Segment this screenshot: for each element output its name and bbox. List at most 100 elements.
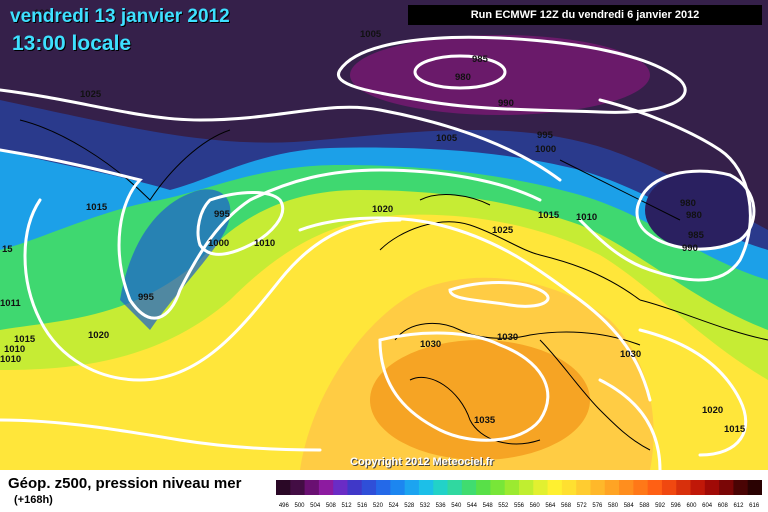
colorbar-swatch bbox=[633, 480, 649, 495]
forecast-time: 13:00 locale bbox=[12, 32, 132, 55]
colorbar-label: 608 bbox=[718, 503, 729, 509]
colorbar-label: 576 bbox=[592, 503, 603, 509]
colorbar-label: 564 bbox=[545, 503, 556, 509]
pressure-label: 15 bbox=[2, 244, 13, 255]
field-purple-low-north bbox=[350, 35, 650, 115]
colorbar-label: 600 bbox=[686, 503, 697, 509]
colorbar-label: 580 bbox=[608, 503, 619, 509]
colorbar-label: 496 bbox=[279, 503, 290, 509]
colorbar-swatch bbox=[676, 480, 692, 495]
colorbar-label: 612 bbox=[733, 503, 744, 509]
colorbar-swatch bbox=[661, 480, 677, 495]
pressure-label: 1020 bbox=[88, 330, 109, 341]
colorbar-swatch bbox=[690, 480, 706, 495]
colorbar-swatch bbox=[547, 480, 563, 495]
pressure-label: 1035 bbox=[474, 415, 496, 426]
colorbar: 496 500 504 508 512 516 520 524 528 532 536 540 544 5… bbox=[276, 480, 762, 509]
colorbar-swatch bbox=[418, 480, 434, 495]
colorbar-label: 552 bbox=[498, 503, 509, 509]
colorbar-swatch bbox=[476, 480, 491, 495]
colorbar-swatch bbox=[276, 480, 291, 495]
colorbar-label: 500 bbox=[295, 503, 306, 509]
colorbar-swatch bbox=[504, 480, 520, 495]
pressure-label: 980 bbox=[686, 210, 702, 221]
colorbar-swatch bbox=[519, 480, 534, 495]
colorbar-label: 556 bbox=[514, 503, 525, 509]
pressure-label: 995 bbox=[537, 130, 554, 141]
pressure-label: 1025 bbox=[492, 225, 514, 236]
colorbar-swatch bbox=[490, 480, 506, 495]
isobars bbox=[0, 35, 756, 470]
pressure-label: 1010 bbox=[254, 238, 275, 249]
pressure-label: 990 bbox=[682, 243, 698, 254]
colorbar-swatch bbox=[318, 480, 334, 495]
forecast-date: vendredi 13 janvier 2012 bbox=[10, 6, 230, 27]
colorbar-label: 528 bbox=[404, 503, 415, 509]
colorbar-swatch bbox=[704, 480, 720, 495]
pressure-label: 1025 bbox=[80, 89, 102, 100]
pressure-label: 990 bbox=[498, 98, 514, 109]
pressure-label: 1000 bbox=[208, 238, 229, 249]
colorbar-swatch bbox=[561, 480, 577, 495]
pressure-label: 102 bbox=[34, 8, 50, 19]
colorbar-label: 616 bbox=[749, 503, 760, 509]
pressure-label: 1015 bbox=[14, 334, 36, 345]
pressure-label: 980 bbox=[455, 72, 471, 83]
pressure-label: 1005 bbox=[360, 29, 382, 40]
colorbar-label: 520 bbox=[373, 503, 384, 509]
colorbar-swatch bbox=[376, 480, 391, 495]
field-title: Géop. z500, pression niveau mer bbox=[8, 475, 242, 492]
colorbar-swatch bbox=[347, 480, 363, 495]
pressure-label: 1011 bbox=[0, 298, 21, 309]
colorbar-swatch bbox=[733, 480, 749, 495]
colorbar-swatch bbox=[590, 480, 606, 495]
pressure-label: 995 bbox=[138, 292, 155, 303]
coastlines bbox=[19, 119, 768, 451]
colorbar-label: 560 bbox=[530, 503, 541, 509]
pressure-labels: 1005 985 980 990 995 1000 1005 1025 1015… bbox=[0, 8, 746, 435]
colorbar-label: 540 bbox=[451, 503, 462, 509]
colorbar-swatch bbox=[361, 480, 377, 495]
pressure-label: 1000 bbox=[535, 144, 556, 155]
lead-time: (+168h) bbox=[14, 494, 53, 506]
pressure-label: 995 bbox=[214, 209, 231, 220]
pressure-label: 1010 bbox=[0, 354, 21, 365]
pressure-label: 985 bbox=[688, 230, 705, 241]
colorbar-label: 508 bbox=[326, 503, 337, 509]
colorbar-label: 588 bbox=[639, 503, 650, 509]
field-purple-low-east bbox=[645, 170, 755, 250]
copyright: Copyright 2012 Meteociel.fr bbox=[350, 456, 494, 468]
colorbar-swatch bbox=[576, 480, 591, 495]
colorbar-swatch bbox=[304, 480, 320, 495]
colorbar-label: 544 bbox=[467, 503, 478, 509]
colorbar-swatch bbox=[747, 480, 762, 495]
pressure-label: 1005 bbox=[436, 133, 458, 144]
colorbar-swatch bbox=[647, 480, 663, 495]
pressure-label: 1020 bbox=[372, 204, 393, 215]
run-info: Run ECMWF 12Z du vendredi 6 janvier 2012 bbox=[408, 5, 762, 25]
colorbar-swatch bbox=[533, 480, 549, 495]
colorbar-label: 604 bbox=[702, 503, 713, 509]
colorbar-swatch bbox=[433, 480, 449, 495]
colorbar-swatch bbox=[404, 480, 420, 495]
pressure-label: 1010 bbox=[576, 212, 597, 223]
colorbar-swatch bbox=[290, 480, 306, 495]
colorbar-label: 584 bbox=[624, 503, 635, 509]
colorbar-swatch bbox=[390, 480, 406, 495]
pressure-label: 1015 bbox=[86, 202, 108, 213]
colorbar-swatch bbox=[447, 480, 463, 495]
field-orange-high bbox=[370, 340, 590, 460]
pressure-label: 980 bbox=[680, 198, 696, 209]
colorbar-label: 536 bbox=[436, 503, 447, 509]
colorbar-label: 512 bbox=[342, 503, 353, 509]
colorbar-label: 548 bbox=[483, 503, 494, 509]
geopotential-map: 1005 985 980 990 995 1000 1005 1025 1015… bbox=[0, 0, 768, 470]
colorbar-swatch bbox=[604, 480, 620, 495]
colorbar-label: 504 bbox=[310, 503, 321, 509]
colorbar-label: 516 bbox=[357, 503, 368, 509]
colorbar-swatch bbox=[461, 480, 477, 495]
colorbar-label: 592 bbox=[655, 503, 666, 509]
colorbar-swatch bbox=[333, 480, 348, 495]
pressure-label: 1020 bbox=[702, 405, 723, 416]
